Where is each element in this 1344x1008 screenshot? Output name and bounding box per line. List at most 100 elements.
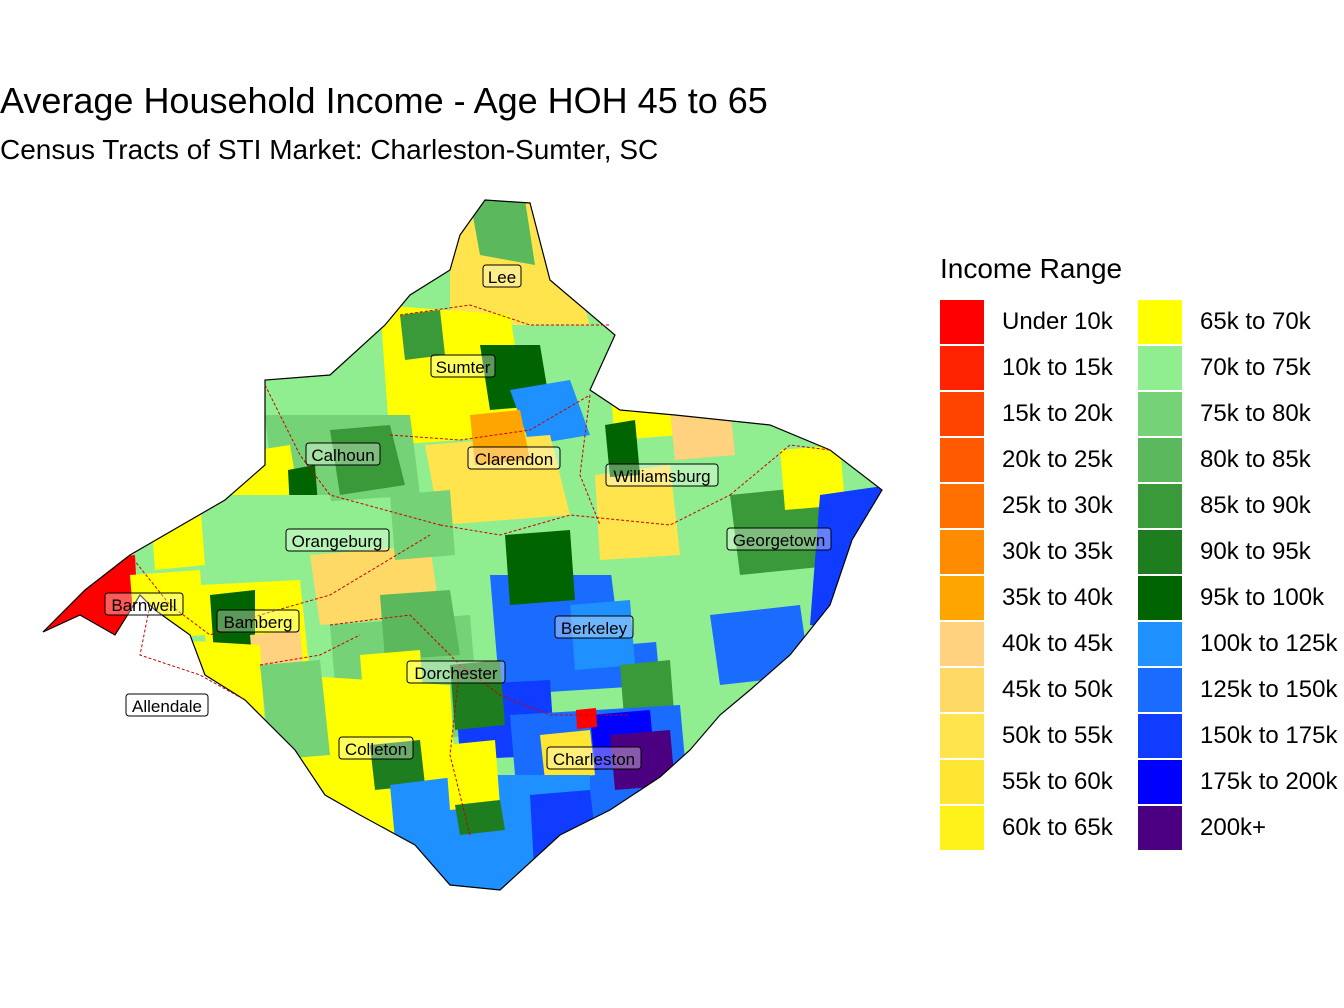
legend-swatch	[940, 622, 984, 666]
tract-clarendon	[425, 435, 570, 525]
svg-text:Barnwell: Barnwell	[111, 596, 176, 615]
legend-swatch	[1138, 714, 1182, 758]
tract-colleton-dark	[370, 740, 425, 790]
legend-swatch	[940, 438, 984, 482]
county-label-calhoun: Calhoun	[305, 442, 381, 466]
svg-text:Charleston: Charleston	[553, 750, 635, 769]
legend-label: 125k to 150k	[1200, 676, 1338, 703]
county-label-bamberg: Bamberg	[216, 609, 300, 633]
county-label-dorchester: Dorchester	[406, 660, 506, 684]
legend-swatch	[1138, 760, 1182, 804]
svg-text:Allendale: Allendale	[132, 697, 202, 716]
svg-text:Williamsburg: Williamsburg	[613, 467, 710, 486]
census-tract-map: Lee Sumter Calhoun Clarendon Williamsbur…	[42, 199, 883, 891]
svg-text:Bamberg: Bamberg	[224, 613, 293, 632]
tract-georgetown-coast	[810, 485, 882, 635]
county-label-georgetown: Georgetown	[726, 527, 832, 551]
legend-label: 20k to 25k	[1002, 446, 1113, 473]
county-label-allendale: Allendale	[125, 693, 209, 717]
tract-charleston-yellow2	[445, 740, 500, 810]
tract-berkeley-east	[710, 605, 810, 685]
legend-swatch	[940, 714, 984, 758]
tract-charleston-islands	[530, 790, 600, 885]
map-title: Average Household Income - Age HOH 45 to…	[0, 80, 768, 121]
legend-swatch	[1138, 484, 1182, 528]
legend-label: 10k to 15k	[1002, 354, 1113, 381]
legend-label: 60k to 65k	[1002, 814, 1113, 841]
legend-label: 65k to 70k	[1200, 308, 1311, 335]
legend-label: 45k to 50k	[1002, 676, 1113, 703]
tract-berkeley-light	[610, 555, 740, 645]
legend-swatch	[940, 392, 984, 436]
tract-charleston-yellow	[540, 730, 595, 780]
tract-sumter-blue	[510, 380, 590, 445]
legend-label: 35k to 40k	[1002, 584, 1113, 611]
county-label-berkeley: Berkeley	[554, 615, 634, 639]
county-label-orangeburg: Orangeburg	[285, 528, 390, 552]
tract-colleton-green	[260, 660, 330, 760]
tract-orangeburg-green	[390, 490, 455, 560]
legend-swatch	[940, 760, 984, 804]
tract-williamsburg-tan	[670, 405, 735, 460]
tract-polygons	[43, 200, 882, 890]
legend-swatch	[1138, 576, 1182, 620]
county-label-clarendon: Clarendon	[467, 446, 561, 470]
tract-allendale	[90, 635, 270, 815]
tract-charleston-purple	[610, 730, 675, 790]
legend-swatch	[1138, 300, 1182, 344]
county-label-colleton: Colleton	[338, 736, 414, 760]
legend-label: 175k to 200k	[1200, 768, 1338, 795]
map-subtitle: Census Tracts of STI Market: Charleston-…	[0, 134, 659, 165]
svg-text:Colleton: Colleton	[345, 740, 407, 759]
county-label-lee: Lee	[482, 264, 522, 288]
county-label-williamsburg: Williamsburg	[605, 463, 719, 487]
legend-label: 200k+	[1200, 814, 1267, 841]
tract-berkeley-blue	[570, 600, 635, 670]
tract-sumter-west	[400, 310, 445, 360]
county-label-barnwell: Barnwell	[104, 592, 184, 616]
tract-williamsburg-sand	[595, 465, 680, 560]
svg-text:Dorchester: Dorchester	[414, 664, 497, 683]
legend-label: 90k to 95k	[1200, 538, 1311, 565]
legend-swatch	[1138, 392, 1182, 436]
county-label-sumter: Sumter	[430, 354, 496, 378]
legend-swatch	[1138, 806, 1182, 850]
legend-swatch	[940, 530, 984, 574]
legend-swatch	[1138, 438, 1182, 482]
legend-swatch	[1138, 668, 1182, 712]
legend-label: 50k to 55k	[1002, 722, 1113, 749]
tract-lee-north	[470, 200, 535, 265]
svg-text:Clarendon: Clarendon	[475, 450, 553, 469]
legend-swatch	[1138, 622, 1182, 666]
tract-orangeburg-yellow	[150, 500, 205, 570]
svg-text:Lee: Lee	[488, 268, 516, 287]
legend-label: 70k to 75k	[1200, 354, 1311, 381]
legend-label: 55k to 60k	[1002, 768, 1113, 795]
legend-label: 15k to 20k	[1002, 400, 1113, 427]
legend-swatch	[940, 668, 984, 712]
legend-swatch	[940, 346, 984, 390]
svg-text:Sumter: Sumter	[436, 358, 491, 377]
svg-text:Georgetown: Georgetown	[733, 531, 826, 550]
legend-swatch	[940, 300, 984, 344]
tract-dorchester-green	[380, 590, 460, 660]
legend-swatch	[940, 806, 984, 850]
legend-swatch	[1138, 530, 1182, 574]
legend-title: Income Range	[940, 253, 1123, 284]
county-label-charleston: Charleston	[546, 746, 642, 770]
legend-swatch	[940, 576, 984, 620]
legend-label: 40k to 45k	[1002, 630, 1113, 657]
legend-label: 30k to 35k	[1002, 538, 1113, 565]
tract-clarendon-orange	[470, 410, 530, 465]
legend-label: 75k to 80k	[1200, 400, 1311, 427]
tract-charleston-red	[576, 708, 597, 729]
tract-berkeley-green	[505, 530, 575, 605]
tract-williamsburg-dark	[605, 420, 640, 477]
tract-dorchester-dark	[450, 660, 505, 730]
county-boundaries	[129, 304, 831, 836]
legend-label: 85k to 90k	[1200, 492, 1311, 519]
tract-charleston-green	[455, 800, 505, 835]
legend-label: 80k to 85k	[1200, 446, 1311, 473]
svg-text:Calhoun: Calhoun	[311, 446, 374, 465]
legend-label: 100k to 125k	[1200, 630, 1338, 657]
